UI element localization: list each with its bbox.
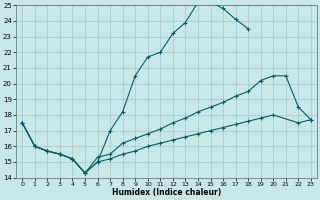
- X-axis label: Humidex (Indice chaleur): Humidex (Indice chaleur): [112, 188, 221, 197]
